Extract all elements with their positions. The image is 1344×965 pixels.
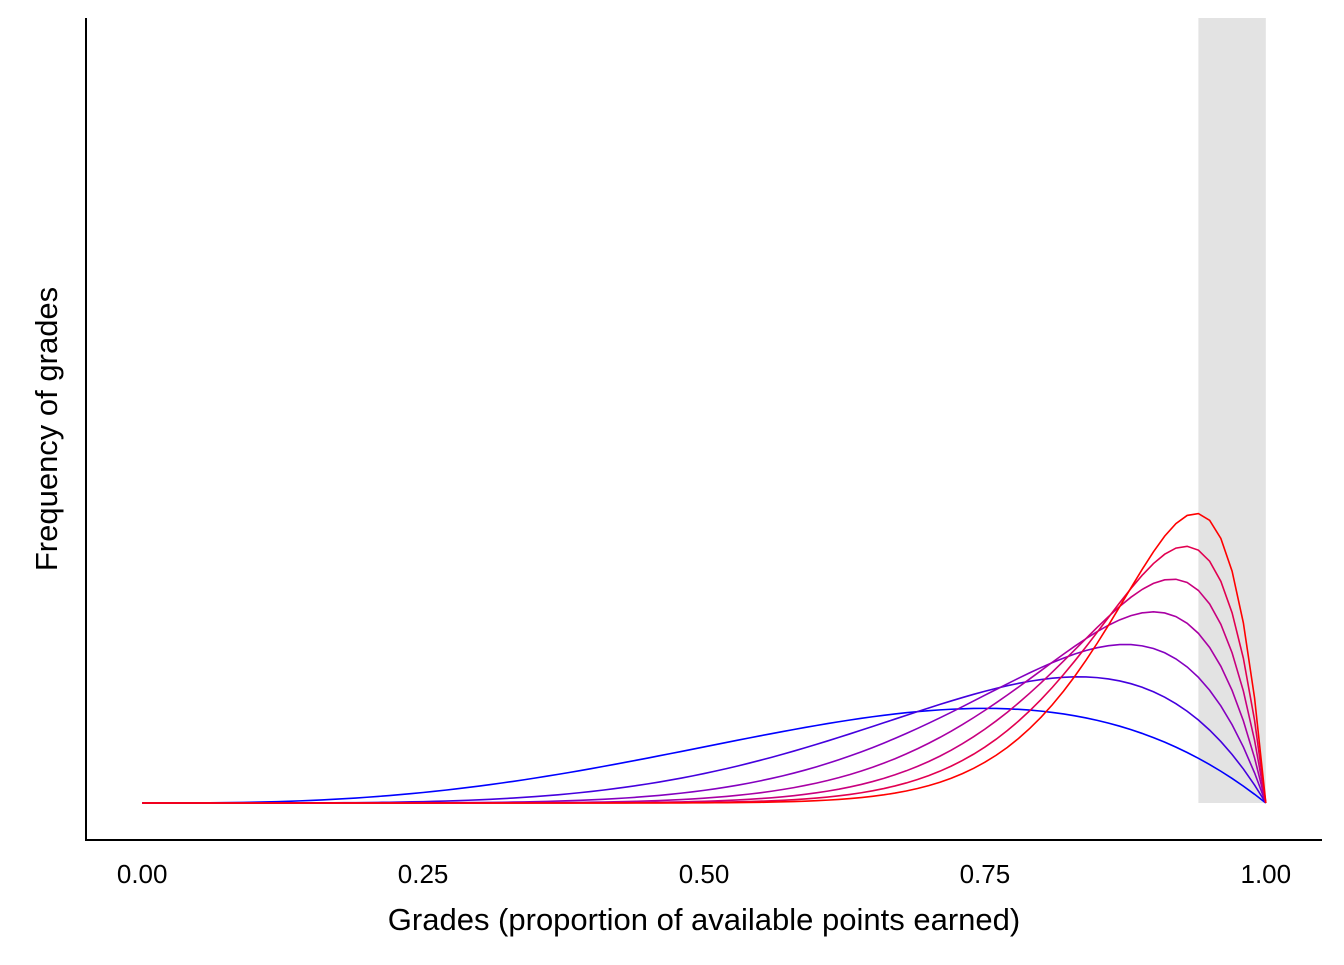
x-tick-label: 0.00 [117,859,168,889]
x-tick-label: 1.00 [1241,859,1292,889]
series-line-3 [142,643,1267,804]
x-tick-label: 0.75 [960,859,1011,889]
shaded-region [1198,18,1266,803]
x-tick-layer: 0.00 0.25 0.50 0.75 1.00 [117,859,1291,889]
x-tick-label: 0.50 [679,859,730,889]
series-line-1 [142,707,1267,804]
y-axis-title: Frequency of grades [29,287,64,571]
series-line-6 [142,545,1267,804]
series-layer [142,512,1267,804]
series-line-7 [142,512,1267,804]
series-line-5 [142,578,1267,804]
x-tick-label: 0.25 [398,859,449,889]
series-line-2 [142,676,1267,804]
x-axis-title: Grades (proportion of available points e… [388,902,1020,937]
